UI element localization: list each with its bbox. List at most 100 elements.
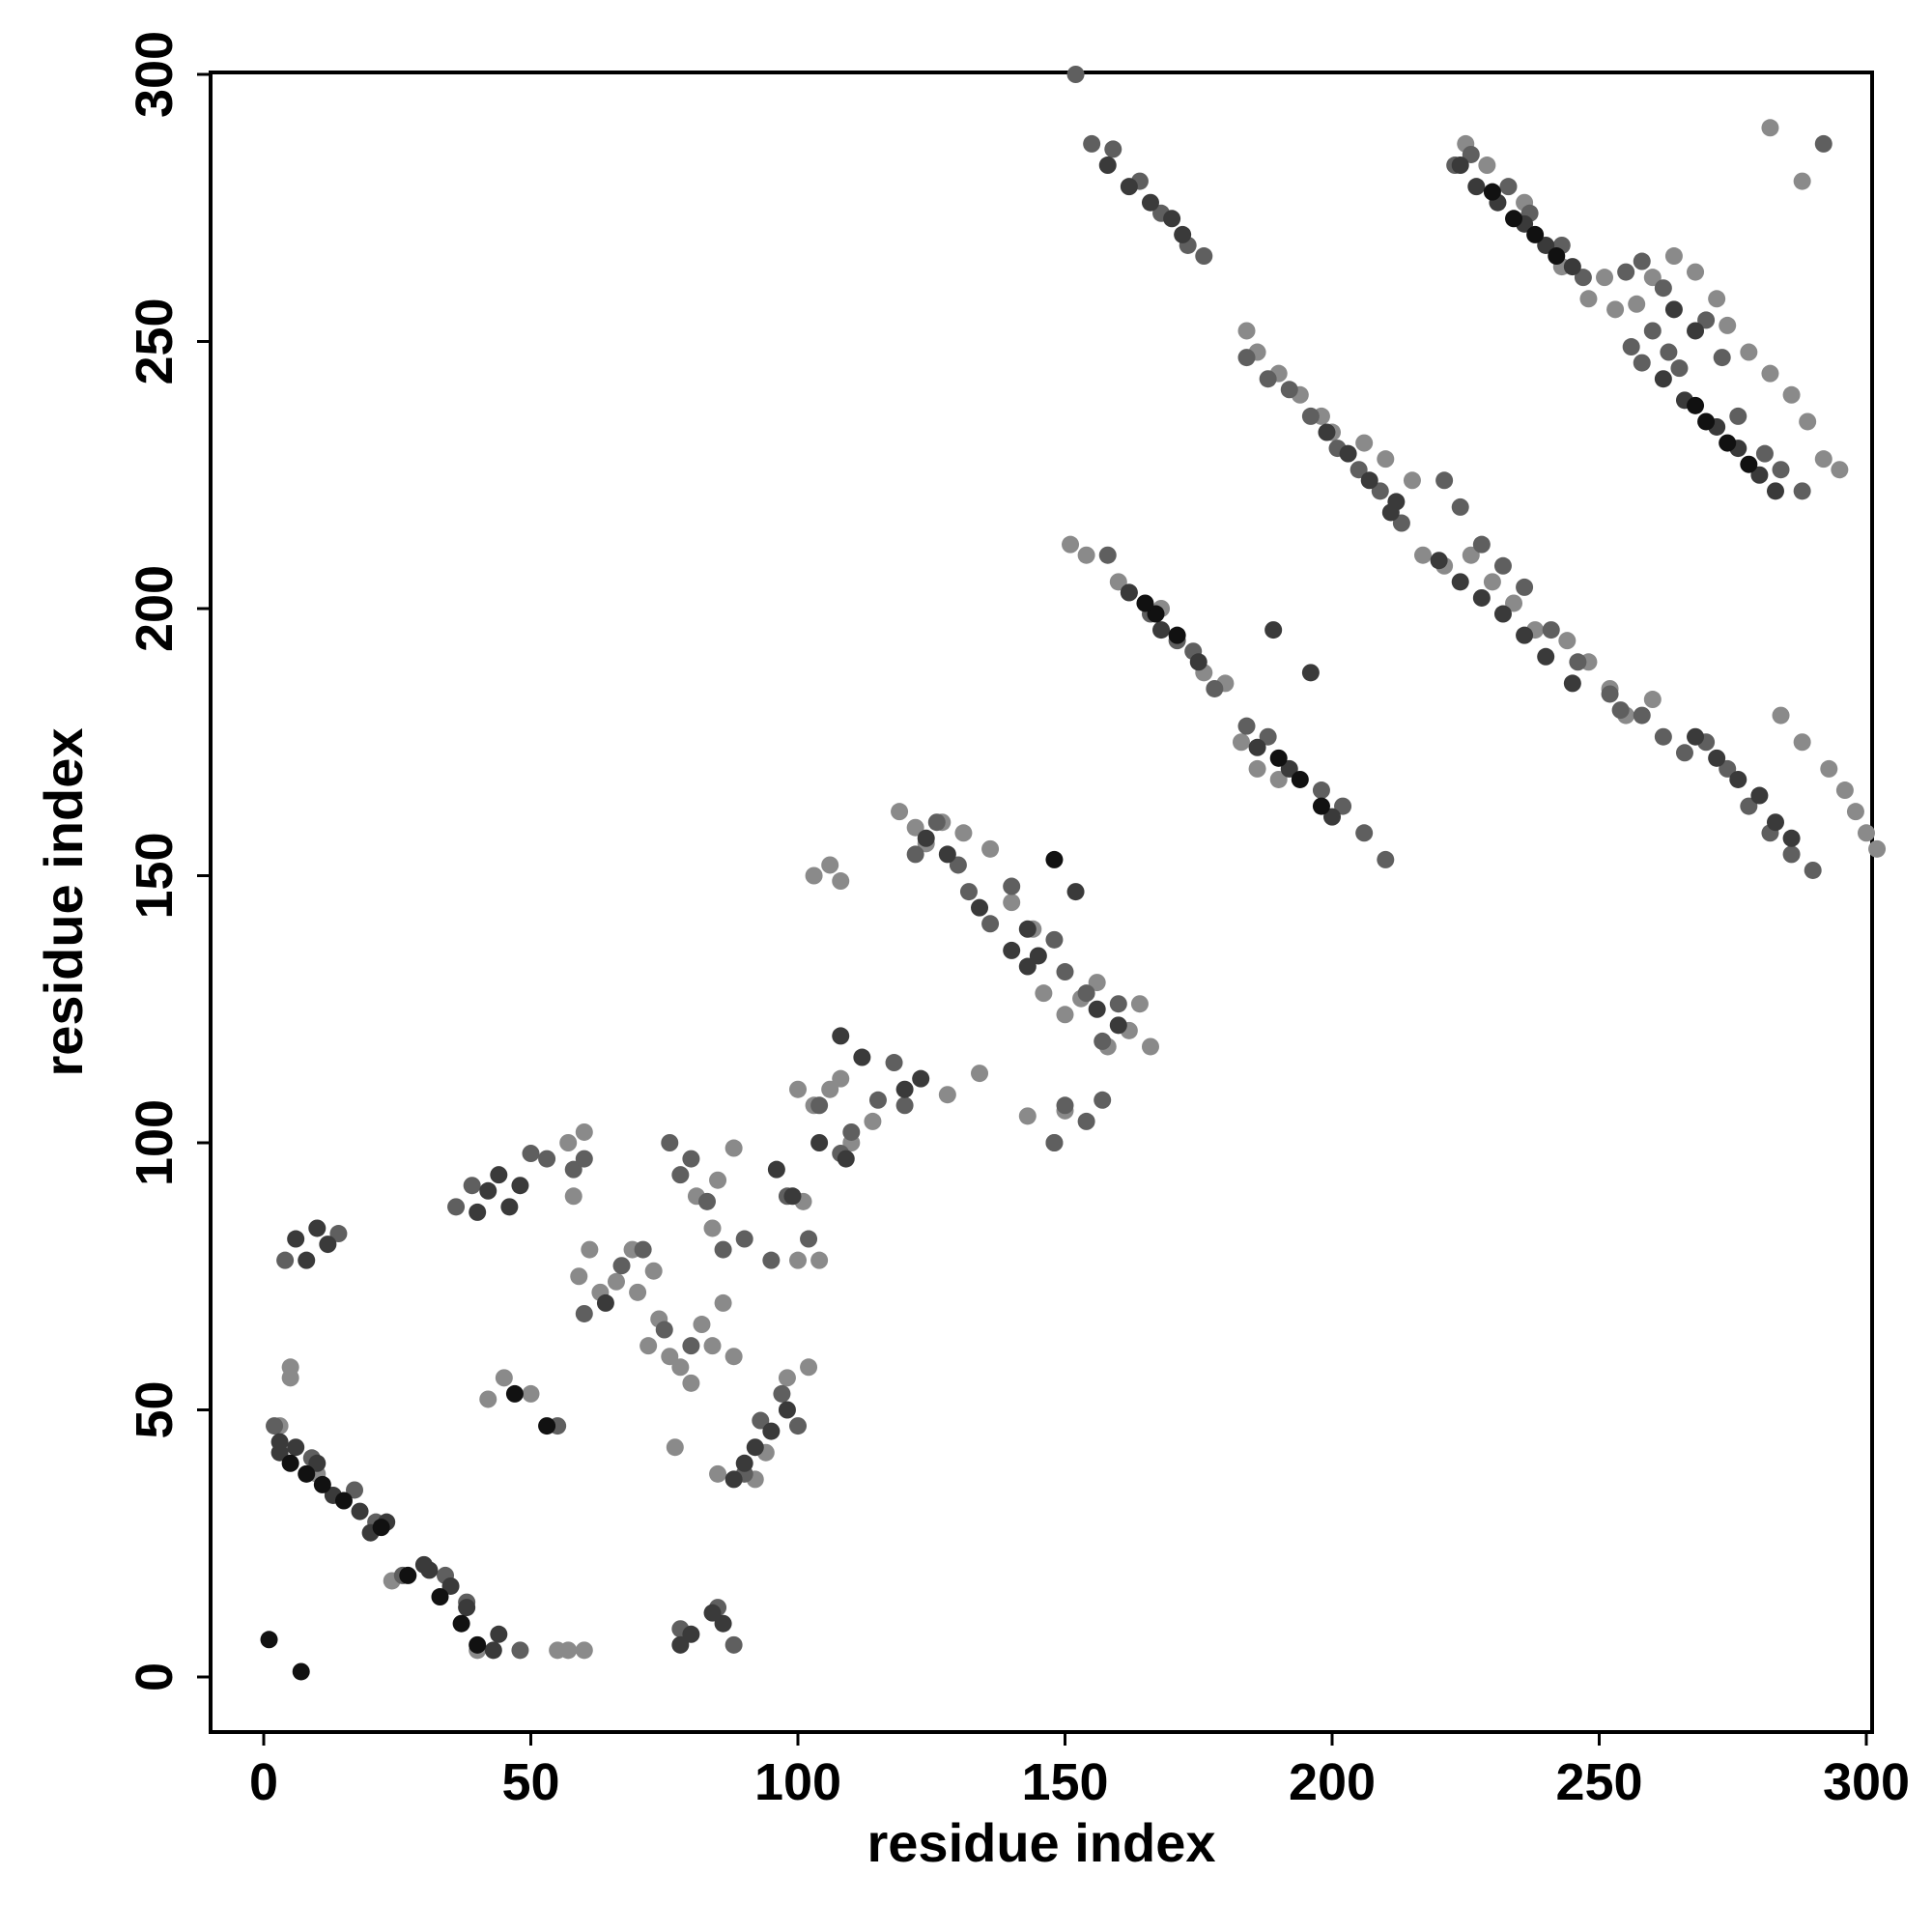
scatter-point: [1846, 803, 1864, 821]
scatter-point: [1708, 749, 1726, 767]
scatter-point: [505, 1384, 524, 1403]
scatter-point: [1617, 263, 1635, 281]
scatter-point: [538, 1150, 556, 1168]
scatter-point: [1189, 653, 1208, 671]
scatter-point: [463, 1177, 481, 1195]
scatter-point: [346, 1481, 364, 1499]
scatter-point: [1248, 738, 1266, 756]
scatter-point: [1312, 797, 1330, 815]
scatter-point: [522, 1145, 540, 1163]
scatter-point: [1654, 727, 1672, 746]
scatter-point: [1563, 258, 1581, 276]
scatter-point: [1697, 412, 1716, 431]
scatter-point: [1799, 412, 1817, 431]
scatter-point: [906, 845, 924, 864]
scatter-point: [1403, 471, 1421, 490]
scatter-point: [1066, 66, 1085, 83]
scatter-point: [1772, 706, 1790, 724]
scatter-point: [868, 1091, 887, 1109]
scatter-point: [1163, 210, 1181, 228]
scatter-point: [644, 1262, 663, 1280]
scatter-point: [1729, 407, 1747, 425]
scatter-point: [971, 1065, 989, 1083]
scatter-point: [1350, 461, 1368, 479]
scatter-point: [570, 1267, 588, 1286]
scatter-point: [1269, 749, 1288, 767]
scatter-point: [789, 1251, 807, 1269]
scatter-point: [1018, 920, 1037, 938]
scatter-point: [1537, 236, 1555, 254]
scatter-point: [1018, 1107, 1037, 1125]
scatter-point: [810, 1134, 829, 1151]
scatter-point: [1088, 974, 1106, 992]
scatter-point: [1098, 546, 1117, 564]
scatter-point: [1312, 781, 1330, 800]
scatter-point: [351, 1502, 369, 1520]
scatter-point: [682, 1150, 700, 1168]
scatter-point: [313, 1475, 331, 1493]
scatter-point: [1601, 685, 1619, 703]
scatter-point: [495, 1369, 513, 1387]
scatter-point: [891, 803, 909, 821]
scatter-point: [1526, 225, 1545, 243]
scatter-point: [1056, 963, 1074, 981]
scatter-point: [724, 1635, 743, 1654]
scatter-point: [334, 1492, 353, 1510]
scatter-point: [1120, 178, 1138, 196]
scatter-point: [864, 1112, 882, 1130]
scatter-point: [1660, 343, 1678, 361]
scatter-point: [1563, 674, 1581, 693]
scatter-point: [1740, 797, 1758, 815]
scatter-point: [1820, 759, 1838, 778]
scatter-point: [1237, 717, 1256, 735]
scatter-point: [1035, 984, 1053, 1003]
scatter-point: [1750, 466, 1769, 484]
scatter-point: [1472, 535, 1491, 554]
scatter-point: [1719, 759, 1737, 778]
scatter-point: [1206, 679, 1224, 697]
scatter-point: [1109, 573, 1127, 591]
scatter-point: [559, 1641, 578, 1660]
scatter-point: [1301, 664, 1320, 682]
scatter-point: [703, 1337, 722, 1355]
scatter-point: [1687, 727, 1705, 746]
scatter-point: [564, 1160, 582, 1179]
scatter-point: [1505, 210, 1523, 228]
scatter-point: [832, 1069, 850, 1088]
scatter-point: [1451, 156, 1469, 175]
scatter-point: [287, 1438, 305, 1457]
scatter-point: [1542, 621, 1560, 639]
scatter-point: [1670, 359, 1689, 378]
scatter-point: [1451, 573, 1469, 591]
y-tick-label: 150: [126, 832, 184, 919]
scatter-point: [1045, 1134, 1064, 1151]
scatter-point: [1062, 535, 1080, 554]
scatter-point: [522, 1384, 540, 1403]
scatter-point: [709, 1464, 727, 1483]
scatter-point: [452, 1614, 470, 1633]
scatter-point: [709, 1171, 727, 1189]
scatter-point: [281, 1358, 299, 1377]
scatter-point: [703, 1604, 722, 1622]
scatter-point: [655, 1321, 673, 1339]
scatter-point: [1462, 145, 1480, 163]
scatter-point: [1232, 733, 1250, 752]
y-tick-label: 0: [126, 1662, 184, 1691]
scatter-point: [1814, 134, 1833, 153]
x-tick-label: 0: [249, 1753, 278, 1811]
scatter-point: [1467, 178, 1486, 196]
scatter-point: [511, 1177, 529, 1195]
y-tick-label: 100: [126, 1099, 184, 1186]
scatter-point: [1750, 786, 1769, 805]
scatter-point: [1537, 647, 1555, 666]
scatter-point: [1248, 759, 1266, 778]
scatter-point: [1098, 156, 1117, 175]
scatter-point: [1377, 450, 1395, 469]
scatter-point: [954, 824, 973, 842]
scatter-point: [1516, 578, 1534, 596]
scatter-point: [260, 1631, 278, 1649]
scatter-point: [912, 1069, 930, 1088]
scatter-point: [1094, 1032, 1112, 1050]
scatter-point: [810, 1096, 829, 1115]
